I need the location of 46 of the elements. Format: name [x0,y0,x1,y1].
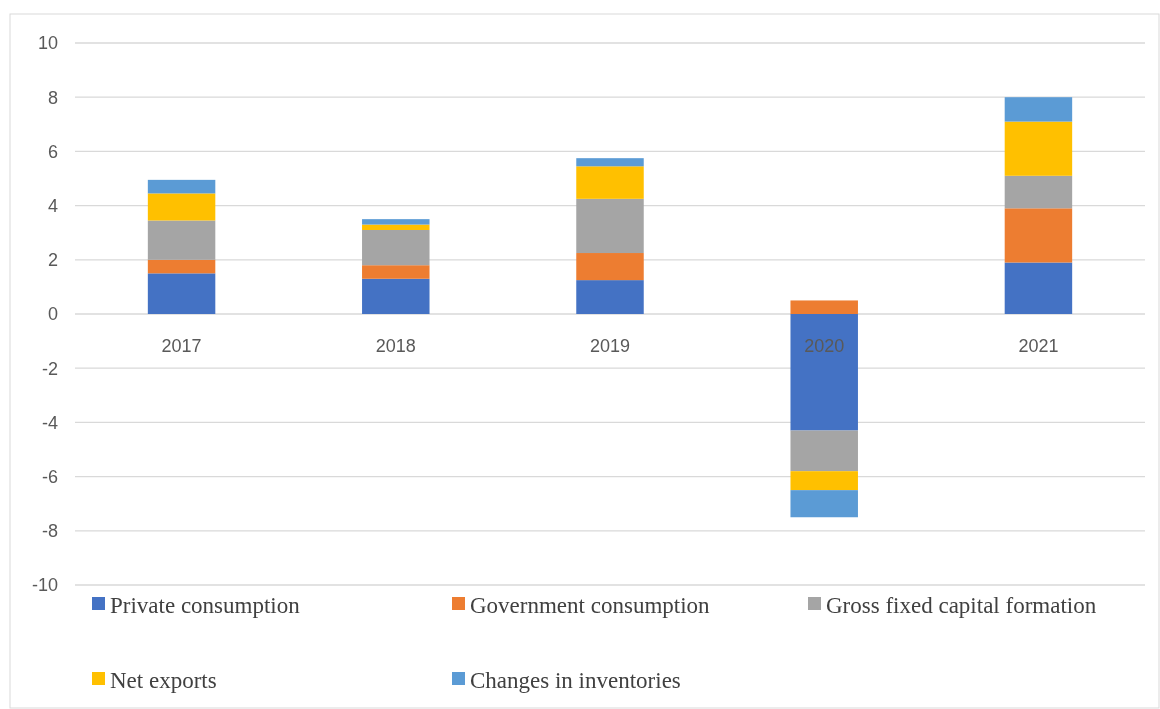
bar [790,300,858,314]
bar [362,265,430,279]
bar [147,220,216,260]
y-tick-label: -10 [31,575,58,596]
legend-label: Net exports [110,668,217,694]
y-tick-label: 6 [47,141,58,162]
y-tick-label: 10 [37,33,58,54]
bar [576,280,644,314]
bar [1004,262,1073,314]
bar [790,490,858,518]
bar [147,179,216,194]
bar [790,314,858,431]
x-tick-label: 2018 [375,336,416,356]
y-tick-label: -4 [41,412,58,433]
bar [576,166,644,199]
bar [1004,97,1073,122]
bar [362,278,430,314]
bar [576,253,644,281]
bar [1004,175,1073,209]
bar [576,158,644,167]
bar [147,273,216,314]
y-tick-label: 8 [47,87,58,108]
x-tick-label: 2021 [1018,336,1059,356]
y-tick-label: -6 [41,466,58,487]
legend-label: Government consumption [470,593,711,619]
bar [790,471,858,491]
x-tick-label: 2017 [161,336,202,356]
y-tick-label: -8 [41,521,58,542]
y-tick-label: 4 [47,195,58,216]
x-tick-label: 2020 [804,336,845,356]
bar [1004,121,1073,176]
y-tick-label: 0 [47,304,58,325]
bar [576,198,644,254]
bar [147,193,216,221]
bar [362,229,430,266]
legend-label: Gross fixed capital formation [826,593,1097,619]
bar [1004,208,1073,263]
legend-label: Private consumption [110,593,301,619]
bar [362,224,430,230]
y-tick-label: -2 [41,358,58,379]
bar [790,430,858,472]
y-tick-label: 2 [47,250,58,271]
bar [362,219,430,225]
bar [147,259,216,274]
x-tick-label: 2019 [589,336,631,356]
legend-label: Changes in inventories [470,668,681,694]
